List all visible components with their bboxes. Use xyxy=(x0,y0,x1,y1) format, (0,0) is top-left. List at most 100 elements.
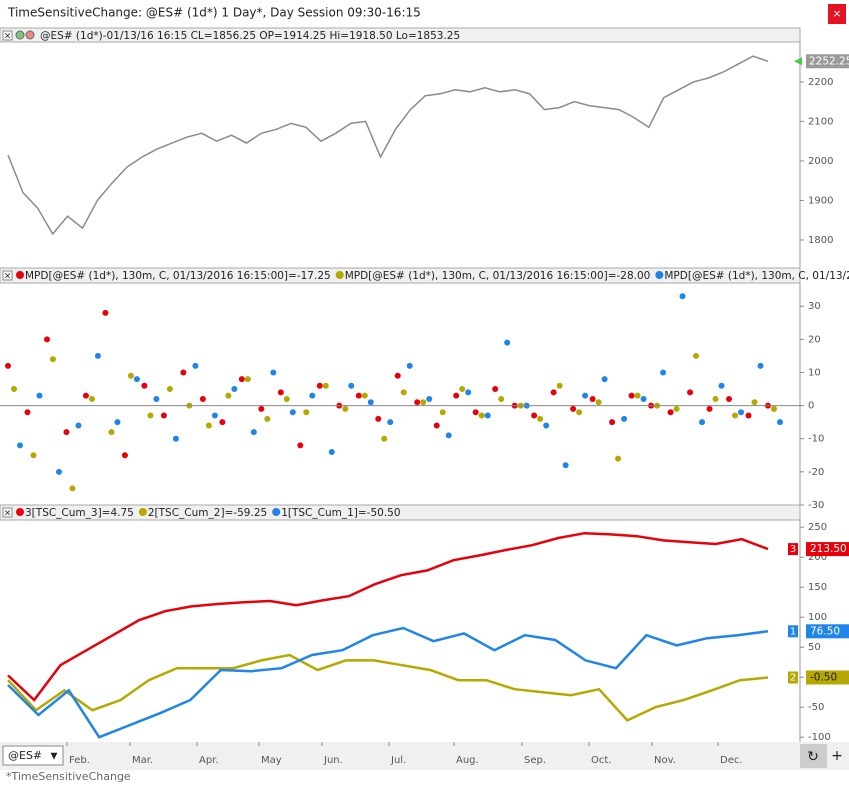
scatter-point xyxy=(127,372,134,379)
scatter-point xyxy=(426,395,433,402)
y-tick-label: 200 xyxy=(808,552,827,563)
scatter-point xyxy=(433,422,440,429)
x-tick-label: Aug. xyxy=(456,755,479,766)
scatter-point xyxy=(699,419,706,426)
scatter-point xyxy=(69,485,76,492)
scatter-point xyxy=(17,442,23,449)
series-tag-box xyxy=(788,671,798,684)
scatter-point xyxy=(270,369,277,376)
x-tick-label: Apr. xyxy=(199,755,219,766)
scatter-point xyxy=(693,352,700,359)
legend-entry: 3[TSC_Cum_3]=4.75 xyxy=(25,507,134,519)
close-button[interactable] xyxy=(828,4,846,24)
x-tick-label: Oct. xyxy=(591,755,611,766)
scatter-point xyxy=(537,415,544,422)
end-label-box xyxy=(806,542,849,557)
scatter-point xyxy=(459,386,466,393)
status-bar xyxy=(0,770,849,784)
scatter-point xyxy=(88,395,95,402)
scatter-point xyxy=(30,452,37,459)
scatter-point xyxy=(745,412,752,419)
x-tick-label: Dec. xyxy=(720,755,743,766)
scatter-point xyxy=(777,419,783,426)
y-tick-label: -100 xyxy=(808,732,831,743)
scatter-point xyxy=(160,412,167,419)
y-tick-label: 2100 xyxy=(808,116,833,127)
scatter-point xyxy=(679,293,686,300)
panel-close-icon: × xyxy=(4,32,12,42)
panel-close[interactable] xyxy=(2,507,13,518)
scatter-point xyxy=(712,395,719,402)
scatter-point xyxy=(628,392,635,399)
x-tick-label: May xyxy=(261,755,282,766)
scatter-point xyxy=(231,386,238,393)
x-tick-label: Nov. xyxy=(654,755,676,766)
price-arrow xyxy=(794,57,802,66)
series-line xyxy=(7,626,769,739)
scatter-point xyxy=(595,399,602,406)
scatter-point xyxy=(757,362,764,369)
scatter-point xyxy=(562,462,569,469)
panel-close-icon: × xyxy=(4,509,12,519)
scatter-point xyxy=(484,412,491,419)
scatter-point xyxy=(615,455,622,462)
scatter-point xyxy=(316,382,323,389)
scatter-point xyxy=(244,376,251,383)
y-tick-label: 0 xyxy=(808,401,814,412)
legend-dot xyxy=(335,271,344,279)
scatter-point xyxy=(192,362,199,369)
scatter-point xyxy=(667,409,674,416)
scatter-point xyxy=(660,369,667,376)
scatter-point xyxy=(387,419,394,426)
symbol-dropdown[interactable] xyxy=(2,745,64,766)
scatter-point xyxy=(420,399,427,406)
scatter-point xyxy=(673,405,680,412)
end-label: -0.50 xyxy=(810,672,837,684)
refresh-button[interactable] xyxy=(800,744,827,768)
scatter-point xyxy=(367,399,374,406)
scatter-point xyxy=(634,392,641,399)
scatter-point xyxy=(43,336,50,343)
end-label: 213.50 xyxy=(810,543,847,555)
scatter-point xyxy=(375,415,382,422)
series-tag-box xyxy=(788,543,798,556)
scatter-point xyxy=(153,395,160,402)
series-line xyxy=(7,653,769,722)
y-tick-label: -10 xyxy=(808,434,824,445)
close-icon: × xyxy=(832,7,841,20)
scatter-point xyxy=(394,372,401,379)
y-tick-label: 20 xyxy=(808,334,821,345)
scatter-point xyxy=(283,395,290,402)
scatter-point xyxy=(576,409,583,416)
x-tick-label: Sep. xyxy=(524,755,546,766)
y-tick-label: 1800 xyxy=(808,235,833,246)
series-line xyxy=(7,55,769,236)
scatter-point xyxy=(303,409,310,416)
panel-title: @ES# (1d*)-01/13/16 16:15 CL=1856.25 OP=… xyxy=(40,30,460,42)
panel-header xyxy=(0,267,801,284)
y-tick-label: 150 xyxy=(808,582,827,593)
series-tag: 2 xyxy=(790,673,796,684)
add-button[interactable]: + xyxy=(831,748,843,764)
price-label-box xyxy=(806,54,849,69)
scatter-point xyxy=(355,392,362,399)
scatter-point xyxy=(322,382,329,389)
scatter-point xyxy=(738,409,745,416)
legend-dot xyxy=(16,271,24,279)
legend-entry: MPD[@ES# (1d*), 130m, C, 01/13/2016 16:1… xyxy=(664,270,849,282)
panel-close[interactable] xyxy=(2,30,13,41)
scatter-point xyxy=(297,442,304,449)
legend-entry: 2[TSC_Cum_2]=-59.25 xyxy=(148,507,267,519)
scatter-point xyxy=(166,386,173,393)
x-tick-label: Jul. xyxy=(390,755,406,766)
series-tag: 3 xyxy=(790,544,796,555)
panel-close[interactable] xyxy=(2,270,13,281)
scatter-point xyxy=(94,352,101,359)
scatter-point xyxy=(82,392,89,399)
scatter-point xyxy=(543,422,550,429)
scatter-point xyxy=(147,412,154,419)
dropdown-arrow: ▼ xyxy=(51,752,58,762)
scatter-point xyxy=(582,392,589,399)
legend-entry: MPD[@ES# (1d*), 130m, C, 01/13/2016 16:1… xyxy=(25,270,331,282)
end-label-box xyxy=(806,624,849,639)
